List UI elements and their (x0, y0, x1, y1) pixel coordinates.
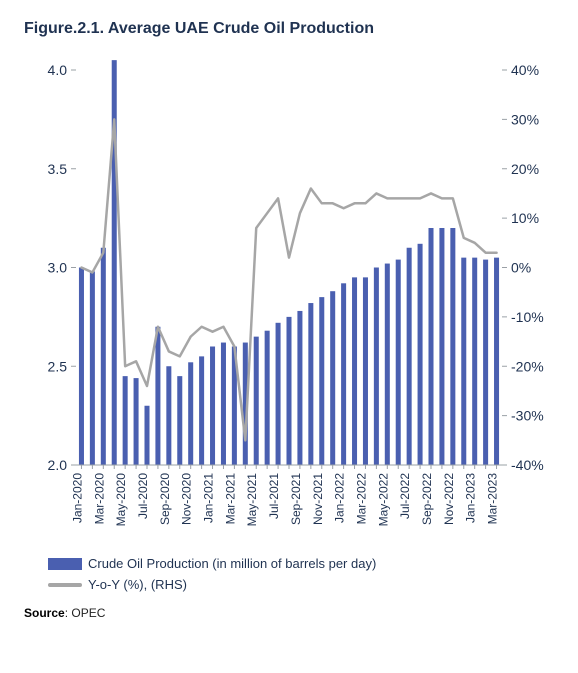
svg-text:40%: 40% (511, 62, 539, 78)
x-axis-label: Mar-2021 (223, 473, 237, 525)
bar (428, 228, 433, 465)
svg-text:10%: 10% (511, 210, 539, 226)
x-axis-label: Nov-2022 (442, 473, 456, 525)
bar (177, 376, 182, 465)
svg-text:-10%: -10% (511, 309, 544, 325)
bar (319, 297, 324, 465)
x-axis-label: May-2020 (114, 473, 128, 527)
x-axis-label: Nov-2021 (311, 473, 325, 525)
legend-bar-label: Crude Oil Production (in million of barr… (88, 556, 376, 571)
figure-title: Figure.2.1. Average UAE Crude Oil Produc… (24, 20, 554, 38)
x-axis-label: Jan-2023 (464, 473, 478, 523)
x-axis-label: Sep-2021 (289, 473, 303, 525)
source-value: : OPEC (65, 606, 106, 620)
x-axis-label: Jan-2021 (202, 473, 216, 523)
bar-swatch-icon (48, 558, 82, 570)
source-line: Source: OPEC (24, 606, 554, 620)
x-axis-label: Mar-2020 (92, 473, 106, 525)
bar (286, 317, 291, 465)
legend-item-bars: Crude Oil Production (in million of barr… (48, 556, 554, 571)
svg-text:-20%: -20% (511, 358, 544, 374)
bar (418, 244, 423, 465)
bar (199, 356, 204, 465)
bar (166, 366, 171, 465)
bar (297, 311, 302, 465)
chart: 2.0 2.5 3.0 3.5 4.0 -40% -30% -20% -10% 0% 10% 20% 3… (24, 50, 554, 550)
bar (439, 228, 444, 465)
bar (341, 283, 346, 465)
source-label: Source (24, 606, 65, 620)
bar (221, 343, 226, 465)
bar (188, 362, 193, 465)
x-axis-label: Nov-2020 (180, 473, 194, 525)
svg-text:2.0: 2.0 (48, 457, 68, 473)
bar (396, 260, 401, 465)
bar (330, 291, 335, 465)
bar (352, 277, 357, 465)
x-axis-label: May-2021 (245, 473, 259, 527)
svg-text:-40%: -40% (511, 457, 544, 473)
legend: Crude Oil Production (in million of barr… (24, 556, 554, 592)
x-axis-label: May-2022 (376, 473, 390, 527)
svg-text:2.5: 2.5 (48, 358, 68, 374)
bar (363, 277, 368, 465)
bar (254, 337, 259, 465)
x-axis-label: Jan-2020 (70, 473, 84, 523)
bar (134, 378, 139, 465)
bar (450, 228, 455, 465)
x-axis-label: Jul-2022 (398, 473, 412, 519)
legend-item-line: Y-o-Y (%), (RHS) (48, 577, 554, 592)
x-axis-label: Jul-2021 (267, 473, 281, 519)
bar (123, 376, 128, 465)
x-axis-label: Sep-2022 (420, 473, 434, 525)
svg-text:3.0: 3.0 (48, 260, 68, 276)
bar (494, 258, 499, 465)
legend-line-label: Y-o-Y (%), (RHS) (88, 577, 187, 592)
svg-text:4.0: 4.0 (48, 62, 68, 78)
bar (144, 406, 149, 465)
bar (308, 303, 313, 465)
bar (472, 258, 477, 465)
bar (385, 264, 390, 465)
svg-text:-30%: -30% (511, 408, 544, 424)
x-axis-label: Mar-2023 (486, 473, 500, 525)
bar (79, 268, 84, 466)
bar (101, 248, 106, 465)
svg-text:0%: 0% (511, 260, 531, 276)
bar (276, 323, 281, 465)
svg-text:20%: 20% (511, 161, 539, 177)
bar (210, 347, 215, 466)
x-axis-label: Mar-2022 (354, 473, 368, 525)
x-axis-label: Jan-2022 (333, 473, 347, 523)
line-swatch-icon (48, 583, 82, 587)
x-axis-label: Jul-2020 (136, 473, 150, 519)
svg-text:3.5: 3.5 (48, 161, 68, 177)
svg-text:30%: 30% (511, 111, 539, 127)
bar (90, 271, 95, 465)
x-axis-label: Sep-2020 (158, 473, 172, 525)
bar (265, 331, 270, 465)
bar (407, 248, 412, 465)
bar (374, 268, 379, 466)
bar (155, 327, 160, 465)
bar (461, 258, 466, 465)
bar (483, 260, 488, 465)
